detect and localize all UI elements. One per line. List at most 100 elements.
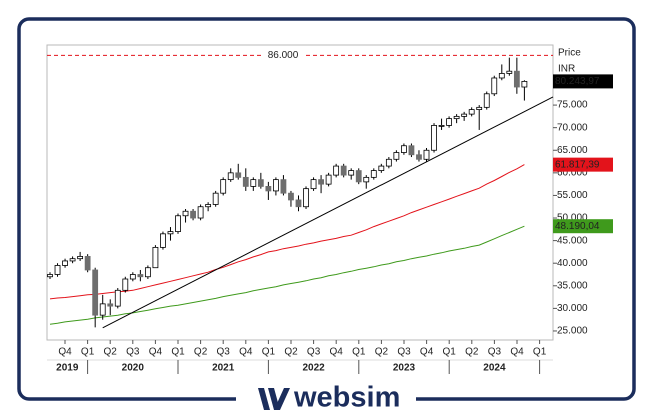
candle-body [99, 303, 106, 316]
candle-body [235, 172, 242, 178]
candle-body [212, 192, 219, 205]
y-tick-label: 65.000 [557, 145, 588, 156]
x-tick-label: Q3 [488, 347, 502, 358]
candle-body [280, 179, 287, 194]
reference-label: 86.000 [268, 50, 299, 61]
candle-body [84, 256, 91, 271]
candle-body [175, 215, 181, 232]
candle-body [295, 199, 302, 208]
candle-body [160, 233, 166, 248]
x-tick-label: Q2 [284, 347, 298, 358]
candle-body [167, 231, 174, 235]
candle-body [468, 109, 475, 115]
candle-body [498, 73, 505, 79]
candle-body [69, 258, 76, 262]
x-tick-label: Q3 [307, 347, 321, 358]
plot-frame [46, 44, 554, 341]
candle-body [453, 115, 460, 120]
y-tick-label: 75.000 [557, 100, 588, 111]
candle-body [325, 174, 332, 185]
candle-body [506, 70, 513, 74]
candle-body [333, 165, 340, 176]
year-label: 2020 [122, 363, 145, 374]
ma-line [49, 164, 525, 300]
x-tick-label: Q2 [104, 347, 118, 358]
candle-body [190, 210, 196, 219]
x-tick-label: Q4 [58, 347, 72, 358]
x-tick-label: Q3 [397, 347, 411, 358]
x-tick-label: Q1 [171, 347, 185, 358]
x-tick-label: Q4 [510, 347, 524, 358]
y-tick-label: 45.000 [557, 235, 588, 246]
year-label: 2021 [212, 363, 235, 374]
candle-body [476, 106, 483, 111]
value-badge-label: 80.243,97 [555, 76, 600, 87]
candle-body [227, 172, 234, 181]
candle-body [303, 188, 309, 208]
candle-body [401, 145, 407, 153]
candle-body [348, 170, 355, 176]
candle-body [378, 165, 385, 171]
candle-body [197, 206, 204, 219]
candle-body [242, 176, 249, 187]
candle-body [370, 170, 377, 178]
candle-body [513, 70, 520, 88]
y-tick-label: 70.000 [557, 122, 588, 133]
candle-body [340, 165, 347, 176]
candle-body [182, 210, 189, 217]
candle-body [250, 179, 257, 187]
candle-body [461, 113, 468, 117]
reference-label-bg [262, 49, 304, 62]
x-tick-label: Q1 [533, 347, 547, 358]
x-tick-label: Q1 [443, 347, 457, 358]
candle-body [393, 152, 400, 160]
y-tick-label: 55.000 [557, 190, 588, 201]
x-tick-label: Q2 [465, 347, 479, 358]
value-badge-label: 61.817,39 [555, 159, 600, 170]
candle-body [257, 179, 264, 187]
candle-body [416, 154, 422, 160]
chart-layer: 25.000 30.000 35.000 40.000 45.000 50.000 55.0… [47, 49, 613, 374]
candle-body [521, 80, 528, 88]
y-tick-label: 50.000 [557, 213, 588, 224]
candle-body [144, 267, 151, 278]
value-badge-label: 48.190,04 [555, 221, 600, 232]
candle-body [205, 204, 212, 208]
candle-body [423, 149, 430, 160]
candle-body [431, 125, 437, 151]
x-tick-label: Q2 [194, 347, 208, 358]
candle-body [77, 256, 84, 260]
year-label: 2023 [393, 363, 416, 374]
candle-body [137, 274, 144, 278]
y-tick-label: 25.000 [557, 326, 588, 337]
candle-body [355, 170, 362, 183]
candle-body [363, 176, 370, 183]
y-tick-label: 40.000 [557, 258, 588, 269]
x-tick-label: Q4 [330, 347, 344, 358]
value-badge [553, 157, 613, 172]
ma-line [49, 225, 525, 325]
candle-body [483, 93, 490, 108]
x-tick-label: Q1 [262, 347, 276, 358]
trendline [102, 96, 554, 329]
candle-body [446, 118, 452, 126]
candle-body [408, 145, 415, 156]
year-label: 2024 [483, 363, 506, 374]
candle-body [114, 289, 121, 307]
brand-name: websim [293, 382, 400, 414]
candle-body [220, 179, 227, 194]
value-badge [553, 219, 613, 234]
candle-body [385, 158, 392, 167]
candle-body [62, 260, 68, 266]
candle-body [265, 186, 272, 192]
x-tick-label: Q4 [149, 347, 163, 358]
logo-icon [258, 388, 290, 410]
year-label: 2019 [56, 363, 79, 374]
x-tick-label: Q3 [217, 347, 231, 358]
x-tick-label: Q1 [81, 347, 95, 358]
y-tick-label: 60.000 [557, 167, 588, 178]
y-axis-unit: INR [558, 64, 575, 75]
candle-body [288, 192, 294, 201]
candle-body [92, 269, 99, 316]
